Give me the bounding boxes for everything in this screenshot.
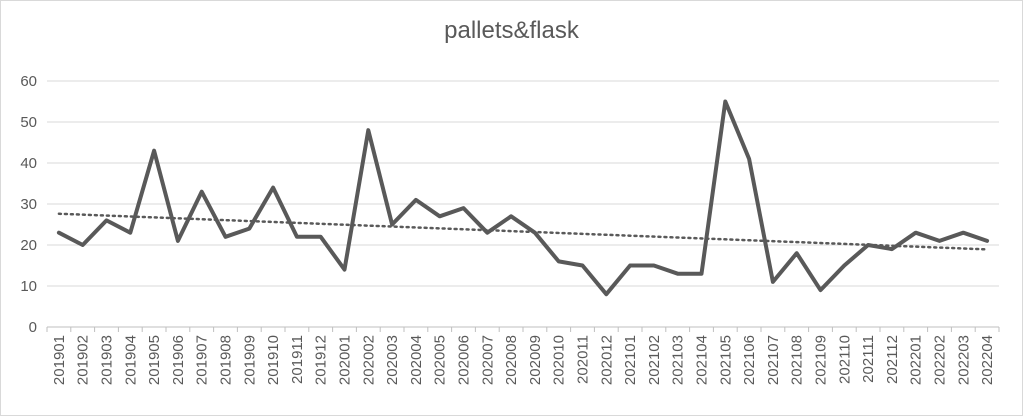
data-point xyxy=(176,239,180,243)
series-line xyxy=(56,99,990,297)
x-tick-label: 201908 xyxy=(218,335,235,385)
x-tick-label: 202107 xyxy=(765,335,782,385)
data-point xyxy=(985,239,989,243)
x-tick-label: 201902 xyxy=(75,335,92,385)
x-tick-label: 202104 xyxy=(694,335,711,385)
x-tick-label: 202108 xyxy=(789,335,806,385)
trendline xyxy=(57,212,989,251)
data-point xyxy=(462,206,466,210)
x-tick-label: 202007 xyxy=(479,335,496,385)
x-tick-label: 201906 xyxy=(170,335,187,385)
data-point xyxy=(128,231,132,235)
x-tick-label: 201904 xyxy=(122,335,139,385)
data-point xyxy=(533,231,537,235)
x-tick-label: 202106 xyxy=(741,335,758,385)
data-point xyxy=(224,235,228,239)
x-tick-label: 202202 xyxy=(932,335,949,385)
data-point xyxy=(81,243,85,247)
data-point xyxy=(105,218,109,222)
x-tick-label: 202009 xyxy=(527,335,544,385)
x-tick-label: 202001 xyxy=(337,335,354,385)
x-tick-label: 202201 xyxy=(908,335,925,385)
x-tick-label: 202010 xyxy=(551,335,568,385)
x-tick-label: 201909 xyxy=(241,335,258,385)
x-tick-label: 202203 xyxy=(955,335,972,385)
x-tick-label: 201907 xyxy=(194,335,211,385)
data-point xyxy=(866,243,870,247)
y-tick-label: 40 xyxy=(20,155,37,172)
data-point xyxy=(890,247,894,251)
x-tick-label: 202110 xyxy=(836,335,853,384)
y-tick-label: 0 xyxy=(29,319,37,336)
data-point xyxy=(938,239,942,243)
data-point xyxy=(343,268,347,272)
data-point xyxy=(509,214,513,218)
data-point xyxy=(819,288,823,292)
y-tick-label: 60 xyxy=(20,73,37,90)
x-tick-label: 202012 xyxy=(598,335,615,385)
x-tick-label: 201911 xyxy=(289,335,306,384)
data-point xyxy=(57,231,61,235)
y-tick-label: 20 xyxy=(20,237,37,254)
data-point xyxy=(557,259,561,263)
data-point xyxy=(366,128,370,132)
x-tick-label: 202102 xyxy=(646,335,663,385)
data-point xyxy=(652,264,656,268)
x-tick-label: 202103 xyxy=(670,335,687,385)
data-point xyxy=(414,198,418,202)
data-point xyxy=(628,264,632,268)
x-tick-label: 202109 xyxy=(813,335,830,385)
data-point xyxy=(723,100,727,104)
x-tick-label: 202008 xyxy=(503,335,520,385)
x-tick-label: 202111 xyxy=(860,335,877,383)
data-point xyxy=(961,231,965,235)
chart-title: pallets&flask xyxy=(444,17,579,44)
x-tick-label: 202105 xyxy=(717,335,734,385)
data-point xyxy=(914,231,918,235)
x-tick-label: 201901 xyxy=(51,335,68,385)
x-tick-label: 202002 xyxy=(360,335,377,385)
data-point xyxy=(438,214,442,218)
data-point xyxy=(842,264,846,268)
data-point xyxy=(390,223,394,227)
x-tick-label: 201903 xyxy=(99,335,116,385)
data-point xyxy=(152,149,156,153)
x-tick-label: 202204 xyxy=(979,335,996,385)
y-tick-label: 10 xyxy=(20,278,37,295)
data-point xyxy=(271,186,275,190)
data-point xyxy=(319,235,323,239)
data-point xyxy=(581,264,585,268)
y-tick-label: 50 xyxy=(20,114,37,131)
data-point xyxy=(247,227,251,231)
data-point xyxy=(771,280,775,284)
x-tick-label: 202101 xyxy=(622,335,639,385)
x-tick-label: 202004 xyxy=(408,335,425,385)
data-point xyxy=(676,272,680,276)
x-tick-label: 201905 xyxy=(146,335,163,385)
data-point xyxy=(700,272,704,276)
data-point xyxy=(604,292,608,296)
x-tick-label: 202011 xyxy=(575,335,592,384)
x-tick-label: 202003 xyxy=(384,335,401,385)
x-tick-label: 202006 xyxy=(456,335,473,385)
x-tick-label: 201912 xyxy=(313,335,330,385)
data-point xyxy=(485,231,489,235)
y-tick-label: 30 xyxy=(20,196,37,213)
x-tick-label: 202005 xyxy=(432,335,449,385)
data-point xyxy=(795,251,799,255)
data-point xyxy=(747,157,751,161)
x-tick-label: 202112 xyxy=(884,335,901,384)
data-point xyxy=(200,190,204,194)
data-point xyxy=(295,235,299,239)
x-tick-label: 201910 xyxy=(265,335,282,385)
